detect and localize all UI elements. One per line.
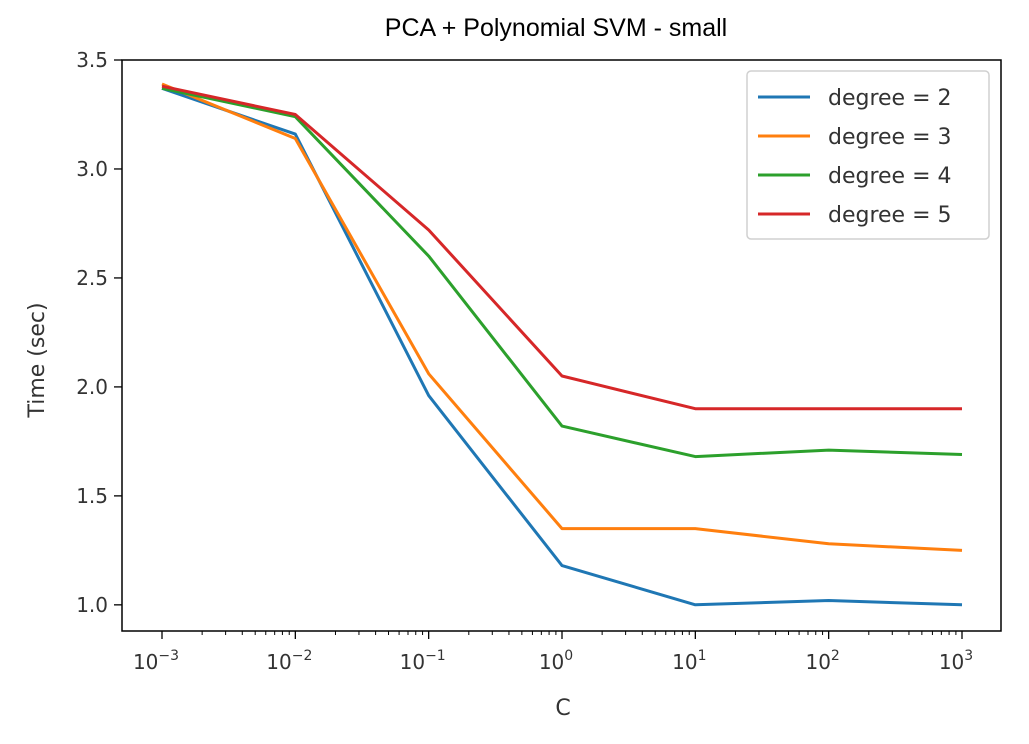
chart-title: PCA + Polynomial SVM - small [385, 14, 727, 42]
y-tick-label: 3.0 [76, 157, 108, 181]
legend: degree = 2 degree = 3 degree = 4 degree = 5 [746, 70, 990, 240]
y-tick-label: 2.5 [76, 266, 108, 290]
x-axis-label: C [555, 696, 570, 721]
y-tick-label: 1.0 [76, 593, 108, 617]
series-lines [161, 82, 963, 607]
y-axis-label: Time (sec) [25, 302, 50, 418]
legend-label: degree = 5 [828, 203, 952, 228]
x-tick-label: 10−1 [400, 648, 446, 674]
y-tick-label: 3.5 [76, 48, 108, 72]
legend-label: degree = 4 [828, 164, 952, 189]
x-tick-label: 102 [805, 648, 839, 674]
legend-label: degree = 3 [828, 125, 952, 150]
series-line-4 [161, 86, 963, 459]
series-line-2 [161, 86, 963, 607]
x-tick-label: 10−2 [266, 648, 312, 674]
x-tick-label: 100 [539, 648, 573, 674]
x-tick-label: 103 [939, 648, 973, 674]
y-tick-label: 2.0 [76, 375, 108, 399]
y-tick-label: 1.5 [76, 484, 108, 508]
x-axis: 10−3 10−2 10−1 100 101 102 103 [133, 631, 973, 674]
legend-label: degree = 2 [828, 86, 952, 111]
x-tick-label: 101 [672, 648, 706, 674]
x-tick-label: 10−3 [133, 648, 179, 674]
y-axis: 1.0 1.5 2.0 2.5 3.0 3.5 [76, 48, 122, 617]
legend-box [746, 70, 990, 240]
series-line-3 [161, 82, 963, 552]
series-line-5 [161, 84, 962, 411]
